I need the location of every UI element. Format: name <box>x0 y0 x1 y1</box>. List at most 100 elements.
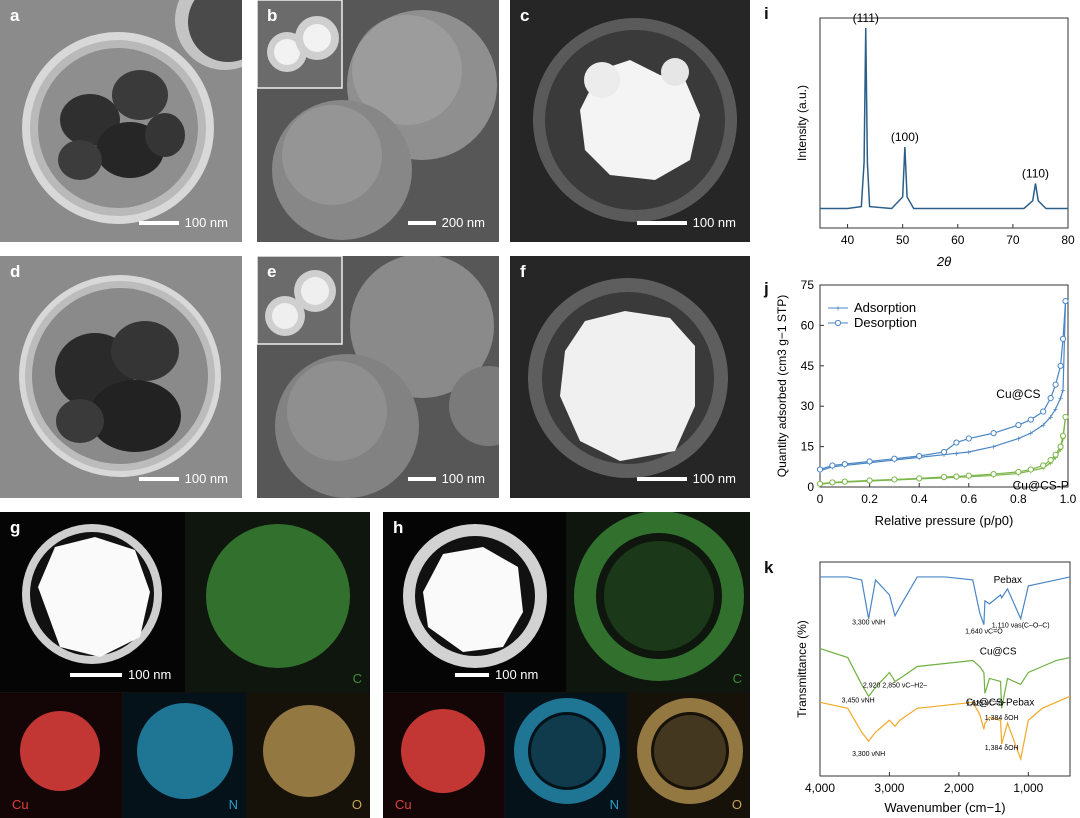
adsorption-point: + <box>991 442 996 452</box>
adsorption-point: + <box>966 447 971 457</box>
desorption-point <box>1059 432 1067 439</box>
x-tick-label: 1,000 <box>1013 781 1043 795</box>
adsorption-point: + <box>1028 429 1033 439</box>
eds-map-cu-h: Cu <box>383 693 504 818</box>
eds-label-cu-g: Cu <box>12 797 29 812</box>
scale-bar-h: 100 nm <box>455 667 538 682</box>
peak-annotation: 1,640 νC=O <box>965 629 1003 636</box>
isotherm-chart: 0 0.2 0.4 0.6 0.8 1.0 0 15 30 45 60 75 Relative pres… <box>775 278 1077 528</box>
desorption-point <box>1027 416 1034 423</box>
eds-label-o-g: O <box>351 797 362 812</box>
haadf-image-c: c 100 nm <box>510 0 750 242</box>
desorption-point <box>816 466 824 473</box>
x-tick-label: 0.2 <box>861 492 878 506</box>
desorption-point <box>1040 462 1047 469</box>
y-tick-label: 0 <box>807 480 814 494</box>
panel-label-j: j <box>764 279 769 298</box>
desorption-point <box>1057 362 1064 369</box>
series-line <box>819 301 1067 472</box>
adsorption-point: + <box>1048 458 1053 468</box>
ftir-line <box>820 576 1071 625</box>
plot-frame <box>819 17 1069 229</box>
eds-map-c-h: C <box>567 512 750 692</box>
eds-map-n-g: N <box>123 693 246 818</box>
peak-label: (100) <box>891 130 919 144</box>
adsorption-point: + <box>1016 434 1021 444</box>
desorption-point <box>990 470 997 478</box>
desorption-point <box>841 478 848 485</box>
desorption-point <box>916 475 923 482</box>
desorption-point <box>953 473 960 480</box>
panel-label-i: i <box>764 4 769 23</box>
sem-image-b: b 200 nm <box>257 0 499 242</box>
x-tick-label: 0.4 <box>911 492 928 506</box>
peak-annotation: 1,384 δOH <box>985 745 1019 752</box>
panel-label-e: e <box>267 262 277 281</box>
peak-annotation: 1,110 νas(C–O–C) <box>992 623 1050 630</box>
tem-image-d: d 100 nm <box>0 256 242 498</box>
adsorption-point: + <box>1041 464 1046 474</box>
series-label: Cu@CS <box>980 647 1017 658</box>
x-axis-label: Relative pressure (p/p0) <box>875 513 1014 528</box>
desorption-point <box>940 473 948 481</box>
panel-g: g 100 nm C Cu N O <box>0 512 370 818</box>
legend-desorption-label: Desorption <box>854 315 917 330</box>
haadf-image-g: g 100 nm <box>0 512 185 692</box>
y-tick-label: 30 <box>801 399 815 413</box>
panel-h: h 100 nm C Cu N O <box>383 512 750 818</box>
y-axis-label: Quantity adsorbed (cm3 g−1 STP) <box>775 295 789 477</box>
legend-desorption-marker <box>834 319 842 327</box>
peak-annotation: 3,450 νNH <box>842 697 875 704</box>
scale-bar-e: 100 nm <box>407 471 485 486</box>
peak-annotation: 3,300 νNH <box>852 751 885 758</box>
desorption-point <box>1047 395 1054 402</box>
eds-map-o-g: O <box>247 693 370 818</box>
scale-bar-a: 100 nm <box>138 215 228 230</box>
y-tick-label: 60 <box>801 318 815 332</box>
eds-map-o-h: O <box>628 693 750 818</box>
xrd-line <box>820 27 1068 210</box>
panel-label-c: c <box>520 6 530 25</box>
desorption-point <box>1040 408 1047 415</box>
peak-annotation: 3,300 νNH <box>852 620 885 627</box>
x-tick-label: 1.0 <box>1060 492 1077 506</box>
desorption-point <box>1052 451 1059 458</box>
desorption-point <box>1027 466 1034 473</box>
desorption-point <box>816 480 824 487</box>
tem-shell-particle-a <box>22 0 242 224</box>
desorption-point <box>866 477 873 484</box>
desorption-point <box>1062 413 1069 421</box>
y-tick-label: 15 <box>801 440 815 454</box>
x-tick-label: 80 <box>1061 233 1075 247</box>
panel-label-a: a <box>10 6 20 25</box>
desorption-point <box>953 439 960 446</box>
desorption-point <box>891 455 898 462</box>
eds-label-n-h: N <box>609 797 619 812</box>
desorption-point <box>965 435 972 442</box>
tem-shell-particle-d <box>19 275 221 477</box>
tem-image-a: a 100 nm <box>0 0 242 242</box>
haadf-shell-particle-f <box>528 278 728 478</box>
ftir-line <box>819 648 1071 709</box>
x-tick-label: 4,000 <box>805 781 835 795</box>
adsorption-point: + <box>1060 386 1065 396</box>
legend-adsorption-marker: + <box>835 304 840 314</box>
panel-label-d: d <box>10 262 21 281</box>
peak-label: (111) <box>853 11 879 25</box>
y-tick-label: 45 <box>801 359 815 373</box>
ftir-line <box>819 695 1071 762</box>
x-tick-label: 2,000 <box>944 781 974 795</box>
desorption-point <box>940 448 948 456</box>
annotation-cu-cs-p: Cu@CS-P <box>1013 479 1069 493</box>
y-tick-label: 75 <box>801 278 815 292</box>
x-axis-label: 2θ <box>936 254 951 269</box>
x-tick-label: 70 <box>1006 233 1020 247</box>
plot-frame <box>819 561 1071 777</box>
eds-map-n-h: N <box>505 693 627 818</box>
x-tick-label: 50 <box>896 233 910 247</box>
desorption-point <box>1015 468 1022 476</box>
xrd-chart: 40 50 60 70 80 2θ Intensity (a.u.) (111) (100) (1… <box>795 11 1075 269</box>
chart-panel-j: j 0 0.2 0.4 0.6 0.8 1.0 0 15 30 45 60 75 Relative pr… <box>758 275 1080 558</box>
peak-annotation: 1,625 νC=O <box>966 700 1004 707</box>
ftir-chart: Pebax Cu@CS Cu@CS-Pebax 4,000 3,000 2,000 1,00… <box>795 561 1071 815</box>
